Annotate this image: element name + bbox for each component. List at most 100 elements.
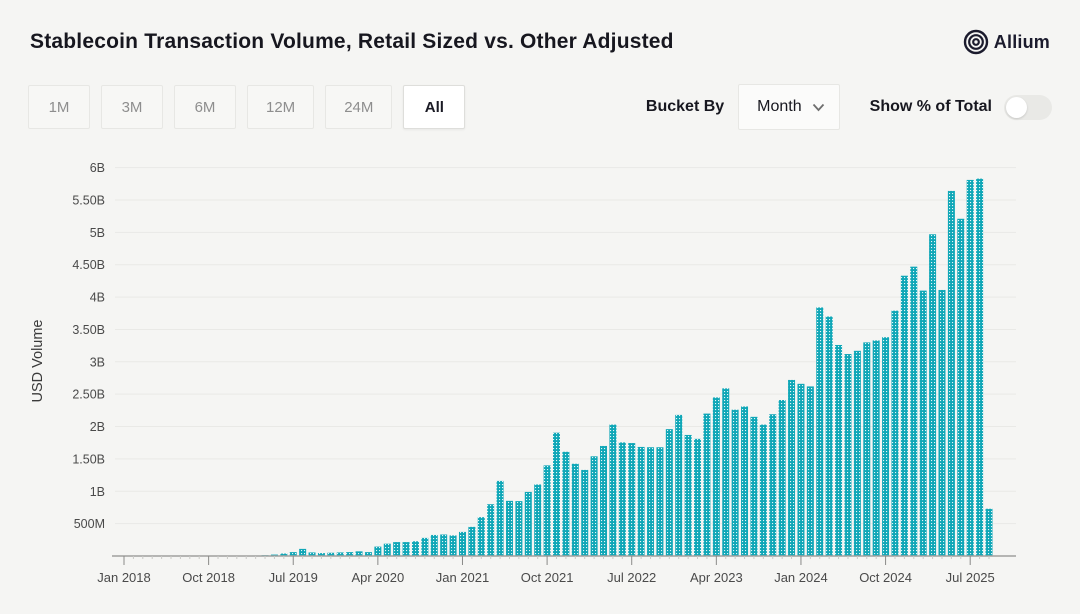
volume-bar[interactable]: [760, 425, 767, 556]
volume-bar[interactable]: [619, 442, 626, 556]
volume-bar[interactable]: [816, 307, 823, 556]
volume-bar[interactable]: [835, 345, 842, 556]
volume-bar[interactable]: [703, 414, 710, 556]
volume-bar[interactable]: [967, 180, 974, 556]
volume-bar[interactable]: [515, 501, 522, 556]
volume-bar[interactable]: [779, 400, 786, 556]
volume-bar[interactable]: [497, 481, 504, 556]
volume-bar[interactable]: [976, 179, 983, 556]
range-button-all[interactable]: All: [403, 85, 465, 129]
volume-bar[interactable]: [929, 234, 936, 556]
allium-rings-icon: [962, 28, 990, 56]
volume-bar[interactable]: [882, 337, 889, 556]
x-tick-label: Jul 2019: [269, 570, 318, 585]
volume-bar[interactable]: [844, 354, 851, 556]
range-button-6m[interactable]: 6M: [174, 85, 236, 129]
volume-bar[interactable]: [440, 535, 447, 556]
volume-bar[interactable]: [675, 415, 682, 556]
y-tick-label: 5B: [90, 226, 105, 240]
volume-bar[interactable]: [910, 267, 917, 556]
y-tick-label: 4.50B: [72, 258, 105, 272]
volume-bar[interactable]: [788, 380, 795, 556]
volume-bar[interactable]: [553, 433, 560, 556]
chevron-down-icon: [812, 103, 825, 112]
range-button-12m[interactable]: 12M: [247, 85, 314, 129]
volume-bar[interactable]: [694, 439, 701, 556]
bucket-by-select[interactable]: Month: [738, 84, 839, 130]
volume-bar[interactable]: [685, 435, 692, 556]
volume-bar[interactable]: [826, 317, 833, 557]
volume-bar[interactable]: [769, 414, 776, 556]
volume-bar[interactable]: [948, 191, 955, 556]
volume-bar[interactable]: [863, 342, 870, 556]
volume-bar[interactable]: [647, 447, 654, 556]
y-tick-label: 5.50B: [72, 193, 105, 207]
range-button-3m[interactable]: 3M: [101, 85, 163, 129]
volume-bar[interactable]: [901, 276, 908, 556]
volume-bar[interactable]: [468, 527, 475, 556]
volume-bar[interactable]: [722, 388, 729, 556]
range-button-24m[interactable]: 24M: [325, 85, 392, 129]
page-title: Stablecoin Transaction Volume, Retail Si…: [30, 30, 674, 54]
volume-bar[interactable]: [920, 291, 927, 556]
x-tick-label: Jan 2018: [97, 570, 151, 585]
volume-bar[interactable]: [299, 549, 306, 556]
show-pct-label: Show % of Total: [870, 98, 992, 116]
bucket-by-value: Month: [757, 98, 801, 116]
volume-bar[interactable]: [506, 501, 513, 556]
y-tick-label: 2.50B: [72, 388, 105, 402]
volume-bar[interactable]: [403, 542, 410, 556]
volume-bar[interactable]: [459, 532, 466, 556]
volume-bar[interactable]: [544, 465, 551, 556]
volume-bar[interactable]: [628, 443, 635, 556]
show-pct-toggle[interactable]: [1004, 95, 1052, 120]
y-tick-label: 500M: [74, 517, 105, 531]
x-tick-label: Jan 2024: [774, 570, 828, 585]
volume-bar[interactable]: [478, 517, 485, 556]
y-tick-label: 4B: [90, 291, 105, 305]
volume-bar[interactable]: [797, 384, 804, 556]
volume-bar[interactable]: [431, 535, 438, 556]
right-controls: Bucket By Month Show % of Total: [646, 84, 1052, 130]
volume-bar[interactable]: [562, 452, 569, 556]
volume-bar[interactable]: [487, 504, 494, 556]
volume-bar[interactable]: [384, 544, 391, 556]
volume-bar[interactable]: [600, 446, 607, 556]
bucket-by-label: Bucket By: [646, 98, 724, 116]
volume-bar[interactable]: [421, 538, 428, 556]
allium-logo: Allium: [962, 28, 1050, 56]
volume-bar[interactable]: [741, 406, 748, 556]
volume-bar[interactable]: [807, 386, 814, 556]
volume-bar[interactable]: [525, 492, 532, 556]
volume-bar[interactable]: [393, 542, 400, 556]
volume-bar[interactable]: [534, 484, 541, 556]
volume-bar[interactable]: [581, 470, 588, 556]
volume-bar[interactable]: [938, 290, 945, 556]
volume-bar[interactable]: [609, 425, 616, 556]
volume-bar[interactable]: [638, 447, 645, 556]
volume-bar[interactable]: [591, 456, 598, 556]
volume-bar[interactable]: [750, 417, 757, 556]
volume-bar[interactable]: [656, 447, 663, 556]
y-tick-label: 1B: [90, 485, 105, 499]
range-button-1m[interactable]: 1M: [28, 85, 90, 129]
x-tick-label: Oct 2018: [182, 570, 235, 585]
volume-bar[interactable]: [450, 535, 457, 556]
volume-bar[interactable]: [854, 351, 861, 556]
volume-bar-chart: 500M1B1.50B2B2.50B3B3.50B4B4.50B5B5.50B6…: [0, 150, 1080, 609]
y-tick-label: 3B: [90, 355, 105, 369]
x-tick-label: Apr 2023: [690, 570, 743, 585]
volume-bar[interactable]: [732, 410, 739, 556]
volume-bar[interactable]: [572, 464, 579, 556]
volume-bar[interactable]: [986, 509, 993, 556]
volume-bar[interactable]: [957, 219, 964, 556]
volume-bar[interactable]: [412, 541, 419, 556]
toggle-knob: [1006, 97, 1027, 118]
volume-bar[interactable]: [713, 397, 720, 556]
y-tick-label: 1.50B: [72, 452, 105, 466]
volume-bar[interactable]: [873, 340, 880, 556]
volume-bar[interactable]: [891, 311, 898, 556]
volume-bar[interactable]: [374, 547, 381, 556]
volume-bar[interactable]: [666, 429, 673, 556]
